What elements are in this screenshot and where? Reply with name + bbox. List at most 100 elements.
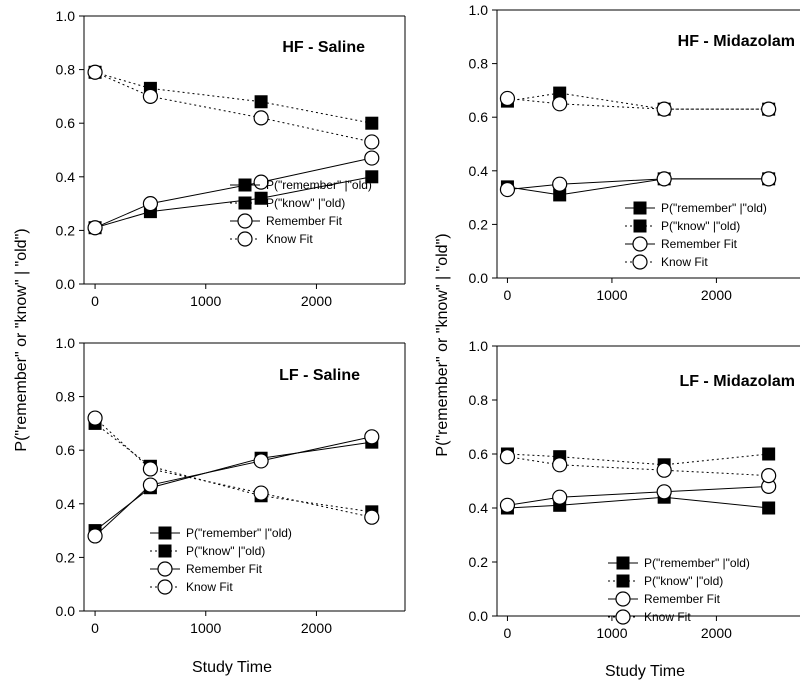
legend-label: P("know" |"old) — [266, 196, 345, 210]
legend-marker-circle — [632, 236, 648, 252]
panel-hf-midazolam: 0.0 0.2 0.4 0.6 0.8 1.0 0 1000 2000 HF - Midazola… — [469, 2, 800, 303]
y-tick-label: 0.6 — [56, 442, 76, 458]
legend-label: Remember Fit — [644, 592, 721, 606]
data-point-know-fit — [142, 88, 159, 105]
series-line-p-remember-old — [94, 176, 372, 229]
legend-label: P("know" |"old) — [644, 574, 723, 588]
y-tick-label: 0.2 — [56, 222, 76, 238]
y-tick-label: 1.0 — [469, 2, 489, 18]
legend-marker-circle — [615, 609, 631, 625]
data-point-remember-fit — [142, 477, 159, 493]
legend: P("remember" |"old) P("know" |"old) Rememb… — [230, 178, 372, 247]
panel-lf-midazolam: 0.0 0.2 0.4 0.6 0.8 1.0 0 1000 2000 LF - Midazola… — [469, 338, 800, 641]
legend-label: P("remember" |"old) — [186, 526, 292, 540]
legend-marker-circle — [632, 254, 648, 270]
series-line-remember-fit — [94, 157, 372, 229]
legend-marker-circle — [157, 579, 173, 595]
legend-marker-square — [633, 219, 647, 233]
shared-y-axis-title-left: P("remember" or "know" | "old") — [13, 228, 30, 451]
data-point-remember-fit — [499, 497, 516, 513]
legend-marker-square — [238, 178, 252, 192]
legend-marker-square — [633, 201, 647, 215]
x-tick-label: 0 — [504, 287, 512, 303]
legend-label: Remember Fit — [266, 214, 343, 228]
x-tick-label: 2000 — [301, 620, 332, 636]
series-line-p-know-old — [507, 453, 769, 466]
legend-marker-square — [238, 196, 252, 210]
legend: P("remember" |"old) P("know" |"old) Rememb… — [150, 526, 292, 595]
x-tick-label: 0 — [91, 620, 99, 636]
legend-label: P("remember" |"old) — [661, 201, 767, 215]
legend: P("remember" |"old) P("know" |"old) Rememb… — [625, 201, 767, 270]
data-point-p-remember-old — [365, 170, 379, 184]
series-line-p-remember-old — [507, 496, 769, 509]
legend-label: P("remember" |"old) — [266, 178, 372, 192]
data-point-p-remember-old — [254, 191, 268, 205]
legend: P("remember" |"old) P("know" |"old) Rememb… — [608, 556, 750, 625]
x-tick-label: 2000 — [701, 287, 732, 303]
legend-label: Know Fit — [266, 232, 313, 246]
y-tick-label: 0.2 — [56, 549, 76, 565]
x-tick-label: 0 — [504, 625, 512, 641]
legend-label: Remember Fit — [186, 562, 263, 576]
data-point-know-fit — [499, 90, 516, 107]
series-line-p-remember-old — [94, 441, 372, 531]
legend-label: Know Fit — [644, 610, 691, 624]
data-point-remember-fit — [552, 489, 568, 505]
data-point-know-fit — [87, 64, 103, 80]
x-tick-label: 1000 — [596, 287, 627, 303]
y-tick-label: 0.8 — [469, 56, 489, 72]
legend-marker-circle — [237, 231, 253, 247]
series-line-p-know-old — [507, 92, 769, 110]
panel-title: HF - Midazolam — [678, 33, 795, 50]
y-tick-label: 0.4 — [56, 169, 76, 185]
series-line-remember-fit — [94, 436, 372, 537]
x-axis-title-left: Study Time — [192, 659, 272, 676]
series-line-p-remember-old — [507, 178, 769, 196]
data-point-know-fit — [499, 449, 516, 465]
data-point-remember-fit — [142, 196, 159, 212]
data-point-p-know-old — [762, 447, 776, 461]
data-point-know-fit — [364, 134, 380, 150]
data-point-remember-fit — [499, 181, 516, 198]
data-point-know-fit — [656, 462, 672, 478]
y-tick-label: 0.8 — [469, 392, 489, 408]
legend-label: P("know" |"old) — [661, 219, 740, 233]
data-point-remember-fit — [656, 171, 672, 187]
legend-marker-square — [158, 526, 172, 540]
y-tick-label: 0.2 — [469, 554, 489, 570]
legend-marker-circle — [615, 591, 631, 607]
data-point-remember-fit — [552, 176, 568, 192]
data-point-p-know-old — [254, 95, 268, 109]
panel-lf-saline: 0.0 0.2 0.4 0.6 0.8 1.0 0 1000 2000 LF - Saline P(… — [56, 335, 406, 636]
x-tick-label: 2000 — [701, 625, 732, 641]
data-point-p-remember-old — [762, 501, 776, 515]
data-point-remember-fit — [87, 220, 103, 236]
y-tick-label: 0.6 — [56, 115, 76, 131]
y-tick-label: 0.0 — [56, 603, 76, 619]
x-tick-label: 1000 — [596, 625, 627, 641]
legend-label: P("know" |"old) — [186, 544, 265, 558]
data-point-remember-fit — [364, 429, 380, 445]
legend-marker-square — [158, 544, 172, 558]
y-tick-label: 1.0 — [469, 338, 489, 354]
y-tick-label: 0.8 — [56, 389, 76, 405]
panel-title: LF - Saline — [279, 367, 360, 384]
legend-label: P("remember" |"old) — [644, 556, 750, 570]
y-tick-label: 0.0 — [56, 276, 76, 292]
y-tick-label: 0.0 — [469, 608, 489, 624]
legend-marker-circle — [157, 561, 173, 577]
y-tick-label: 0.4 — [469, 163, 489, 179]
data-point-know-fit — [142, 461, 159, 477]
y-tick-label: 0.4 — [56, 496, 76, 512]
legend-label: Remember Fit — [661, 237, 738, 251]
series-line-remember-fit — [507, 178, 769, 191]
series-line-know-fit — [94, 417, 372, 518]
series-line-know-fit — [507, 456, 769, 477]
y-tick-label: 0.6 — [469, 446, 489, 462]
x-tick-label: 1000 — [190, 620, 221, 636]
data-point-remember-fit — [87, 528, 103, 544]
legend-marker-circle — [237, 213, 253, 229]
data-point-know-fit — [87, 410, 103, 426]
